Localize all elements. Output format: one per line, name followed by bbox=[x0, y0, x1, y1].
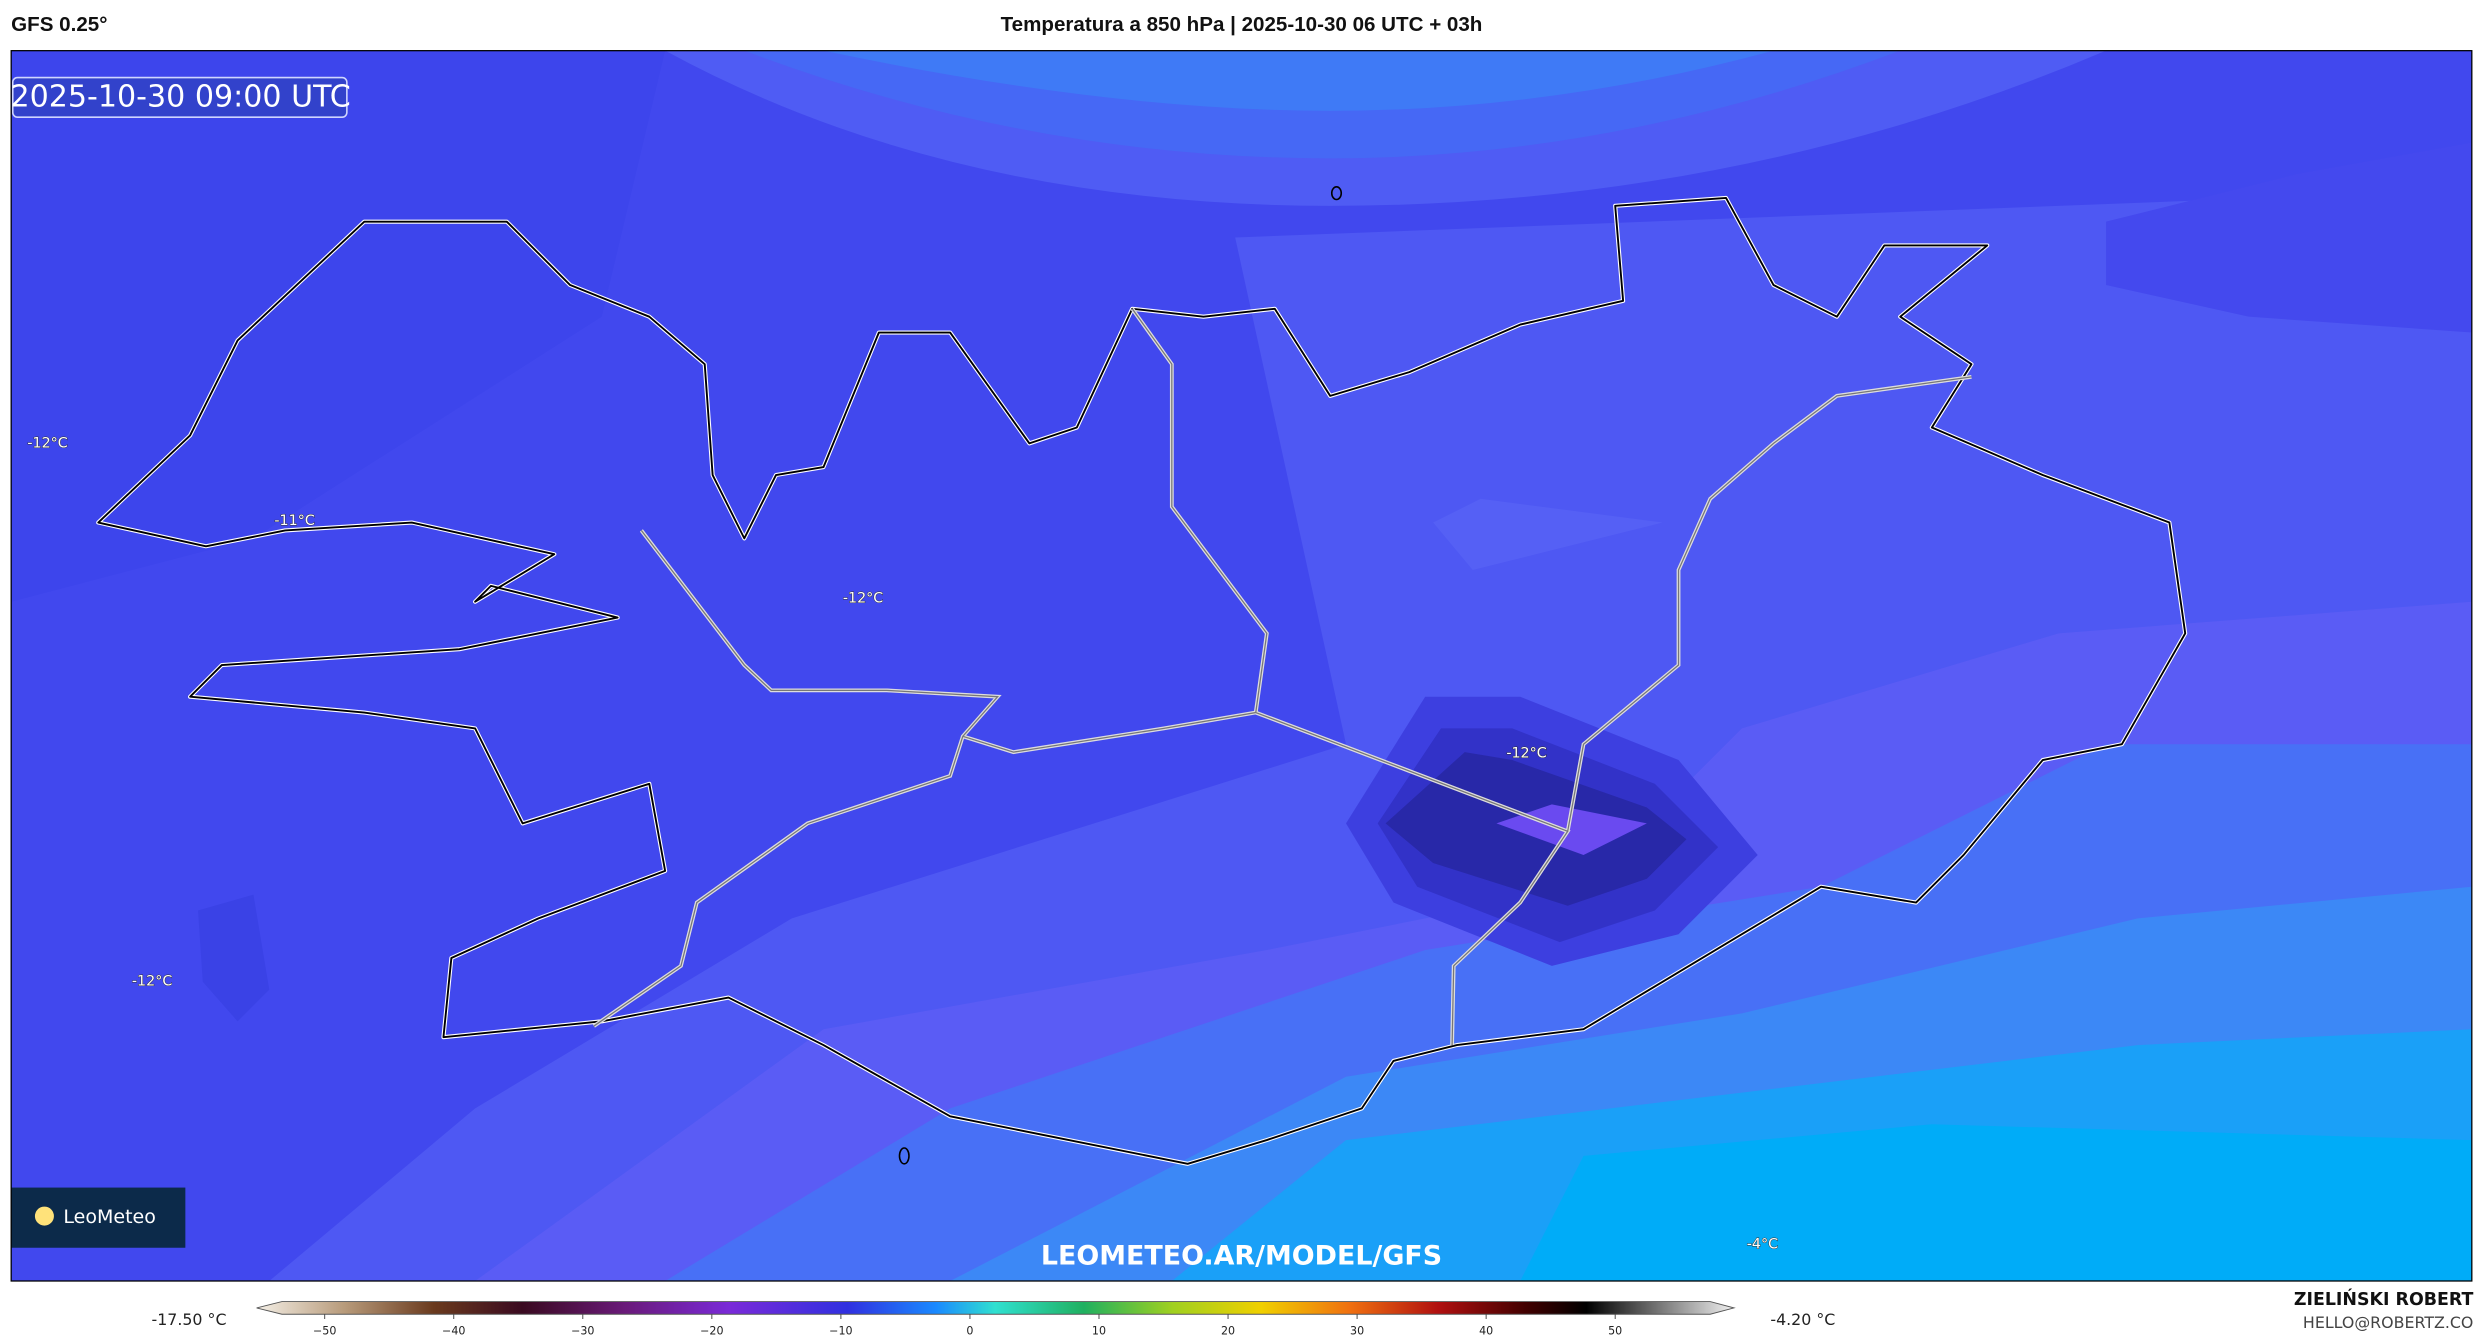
logo-sun bbox=[34, 1206, 54, 1226]
email: HELLO@ROBERTZ.CO bbox=[2303, 1313, 2473, 1332]
author: ZIELIŃSKI ROBERT bbox=[2294, 1288, 2474, 1310]
region-border bbox=[593, 308, 1972, 1046]
field bbox=[1520, 1124, 2472, 1281]
watermark: LEOMETEO.AR/MODEL/GFS bbox=[1041, 1241, 1442, 1272]
map-title: Temperatura a 850 hPa | 2025-10-30 06 UT… bbox=[1001, 13, 1483, 36]
map: -12°C -11°C -12°C -12°C -12°C -4°C 2025-… bbox=[10, 50, 2472, 1281]
field bbox=[198, 894, 270, 1022]
colorbar-tick-label: 50 bbox=[1608, 1325, 1622, 1338]
colorbar-tick-label: −40 bbox=[442, 1325, 465, 1338]
island bbox=[1330, 186, 1343, 201]
coastline bbox=[97, 196, 2187, 1165]
contour-label: -12°C bbox=[843, 591, 883, 607]
contour-label: -4°C bbox=[1747, 1237, 1778, 1253]
colorbar-tick-label: 20 bbox=[1221, 1325, 1235, 1338]
logo-text: LeoMeteo bbox=[63, 1206, 155, 1228]
colorbar: −50 −40 −30 −20 −10 0 10 20 30 40 50 bbox=[256, 1301, 1736, 1338]
colorbar-tick-label: 0 bbox=[966, 1325, 973, 1338]
colorbar-tick-label: 40 bbox=[1479, 1325, 1493, 1338]
colorbar-tick-label: 30 bbox=[1350, 1325, 1364, 1338]
colorbar-tick-label: −10 bbox=[829, 1325, 852, 1338]
colorbar-tick-label: −30 bbox=[571, 1325, 594, 1338]
timestamp-box bbox=[11, 76, 348, 118]
colorbar-strip bbox=[256, 1301, 1736, 1315]
island bbox=[898, 1147, 910, 1165]
map-frame bbox=[10, 50, 2473, 1282]
colorbar-min: -17.50 °C bbox=[151, 1310, 226, 1329]
field bbox=[1433, 498, 1663, 571]
contour-label: -12°C bbox=[27, 435, 67, 451]
colorbar-tick-label: −20 bbox=[700, 1325, 723, 1338]
contour-label: -11°C bbox=[274, 513, 314, 529]
colorbar-tick-label: −50 bbox=[313, 1325, 336, 1338]
timestamp: 2025-10-30 09:00 UTC bbox=[10, 80, 350, 115]
field bbox=[823, 50, 1774, 111]
field bbox=[11, 50, 666, 602]
model-label: GFS 0.25° bbox=[11, 13, 107, 36]
field bbox=[2106, 142, 2472, 333]
contour-label: -12°C bbox=[132, 974, 172, 990]
colorbar-max: -4.20 °C bbox=[1770, 1310, 1835, 1329]
contour-label: -12°C bbox=[1506, 746, 1546, 762]
colorbar-tick-label: 10 bbox=[1092, 1325, 1106, 1338]
